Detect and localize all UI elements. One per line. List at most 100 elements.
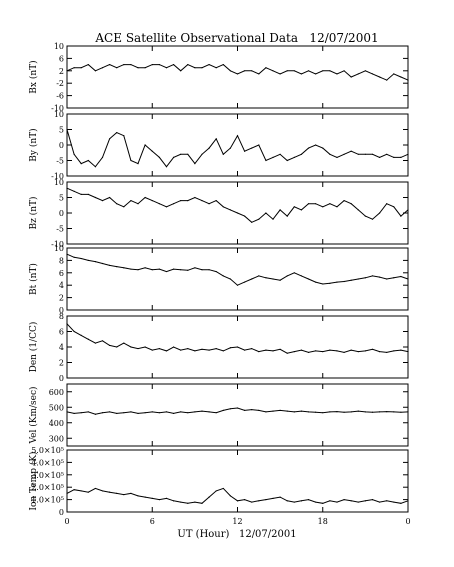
- data-point: [101, 156, 104, 158]
- data-point: [371, 275, 374, 277]
- y-tick-label: 5.0×10⁵: [31, 446, 64, 455]
- data-point: [251, 221, 253, 223]
- panel-frame: [66, 113, 409, 177]
- data-point: [101, 67, 104, 69]
- y-tick-label: -10: [51, 104, 64, 113]
- data-point: [194, 267, 196, 269]
- data-point: [172, 64, 175, 66]
- data-point: [116, 266, 118, 268]
- data-point: [187, 153, 189, 155]
- y-tick-label: 10: [54, 42, 64, 51]
- data-point: [109, 196, 111, 199]
- data-point: [222, 350, 224, 352]
- data-point: [343, 70, 345, 72]
- data-point: [293, 272, 295, 274]
- data-point: [151, 269, 153, 271]
- data-point: [272, 350, 274, 352]
- data-point: [109, 344, 111, 347]
- data-point: [151, 497, 153, 499]
- data-point: [80, 193, 82, 195]
- data-point: [87, 193, 89, 195]
- y-axis-label: By (nT): [28, 128, 39, 161]
- data-point: [236, 346, 239, 348]
- data-point: [279, 496, 281, 498]
- data-point: [315, 350, 317, 352]
- data-point: [307, 203, 310, 205]
- series-line: [66, 187, 409, 223]
- x-tick-label: 0: [64, 517, 69, 526]
- y-tick-label: 0: [59, 374, 64, 383]
- data-point: [386, 153, 388, 155]
- panel-3: 10 8 6 4 2 0 Bt (nT): [28, 244, 409, 315]
- y-tick-label: -10: [51, 172, 64, 181]
- y-tick-label: -10: [51, 240, 64, 249]
- data-point: [265, 349, 267, 351]
- data-point: [229, 70, 231, 72]
- data-point: [357, 209, 359, 211]
- y-tick-label: 2.0×10⁵: [31, 483, 64, 492]
- data-point: [137, 495, 139, 497]
- y-tick-label: 0: [59, 508, 64, 517]
- data-point: [293, 70, 295, 72]
- data-point: [222, 206, 224, 208]
- data-point: [194, 350, 196, 352]
- y-tick-label: 600: [49, 388, 64, 397]
- y-axis-label: Ion Temp (K): [28, 451, 39, 510]
- data-point: [73, 67, 75, 69]
- panel-frame: [66, 449, 409, 513]
- data-point: [215, 412, 217, 414]
- data-point: [350, 500, 352, 502]
- data-point: [229, 347, 231, 349]
- data-point: [350, 76, 352, 78]
- data-point: [151, 200, 153, 202]
- data-point: [286, 352, 288, 354]
- data-point: [386, 500, 388, 502]
- y-tick-label: 2: [59, 359, 64, 368]
- data-point: [244, 70, 246, 72]
- data-point: [130, 200, 132, 202]
- data-point: [258, 218, 260, 220]
- data-point: [137, 67, 139, 69]
- data-point: [187, 502, 189, 504]
- data-point: [236, 284, 239, 286]
- data-point: [158, 203, 160, 205]
- y-tick-label: 10: [54, 244, 64, 253]
- data-point: [73, 190, 75, 192]
- data-point: [378, 411, 381, 413]
- data-point: [300, 153, 303, 155]
- data-point: [258, 73, 260, 75]
- data-point: [300, 500, 303, 502]
- data-point: [272, 156, 274, 158]
- data-point: [215, 200, 217, 202]
- x-tick-label: 6: [150, 517, 155, 526]
- data-point: [371, 218, 374, 220]
- data-point: [80, 490, 82, 492]
- data-point: [130, 159, 132, 162]
- y-tick-label: 8: [59, 312, 64, 321]
- data-point: [165, 411, 168, 413]
- data-point: [329, 70, 331, 72]
- data-point: [222, 153, 224, 155]
- data-point: [400, 502, 402, 504]
- data-point: [137, 269, 139, 271]
- data-point: [393, 277, 395, 279]
- data-point: [343, 499, 345, 501]
- data-point: [350, 150, 352, 152]
- data-point: [251, 408, 253, 411]
- data-point: [101, 490, 104, 492]
- data-point: [137, 347, 139, 350]
- data-point: [378, 351, 381, 353]
- data-point: [393, 206, 395, 208]
- data-point: [364, 350, 366, 352]
- data-point: [407, 500, 409, 502]
- panel-frame: [66, 383, 409, 447]
- data-point: [236, 500, 239, 502]
- data-point: [80, 163, 82, 165]
- data-point: [94, 70, 97, 72]
- data-point: [215, 347, 217, 350]
- data-point: [87, 64, 89, 66]
- data-point: [151, 411, 153, 413]
- data-point: [265, 411, 267, 413]
- data-point: [322, 70, 324, 72]
- data-point: [180, 70, 182, 72]
